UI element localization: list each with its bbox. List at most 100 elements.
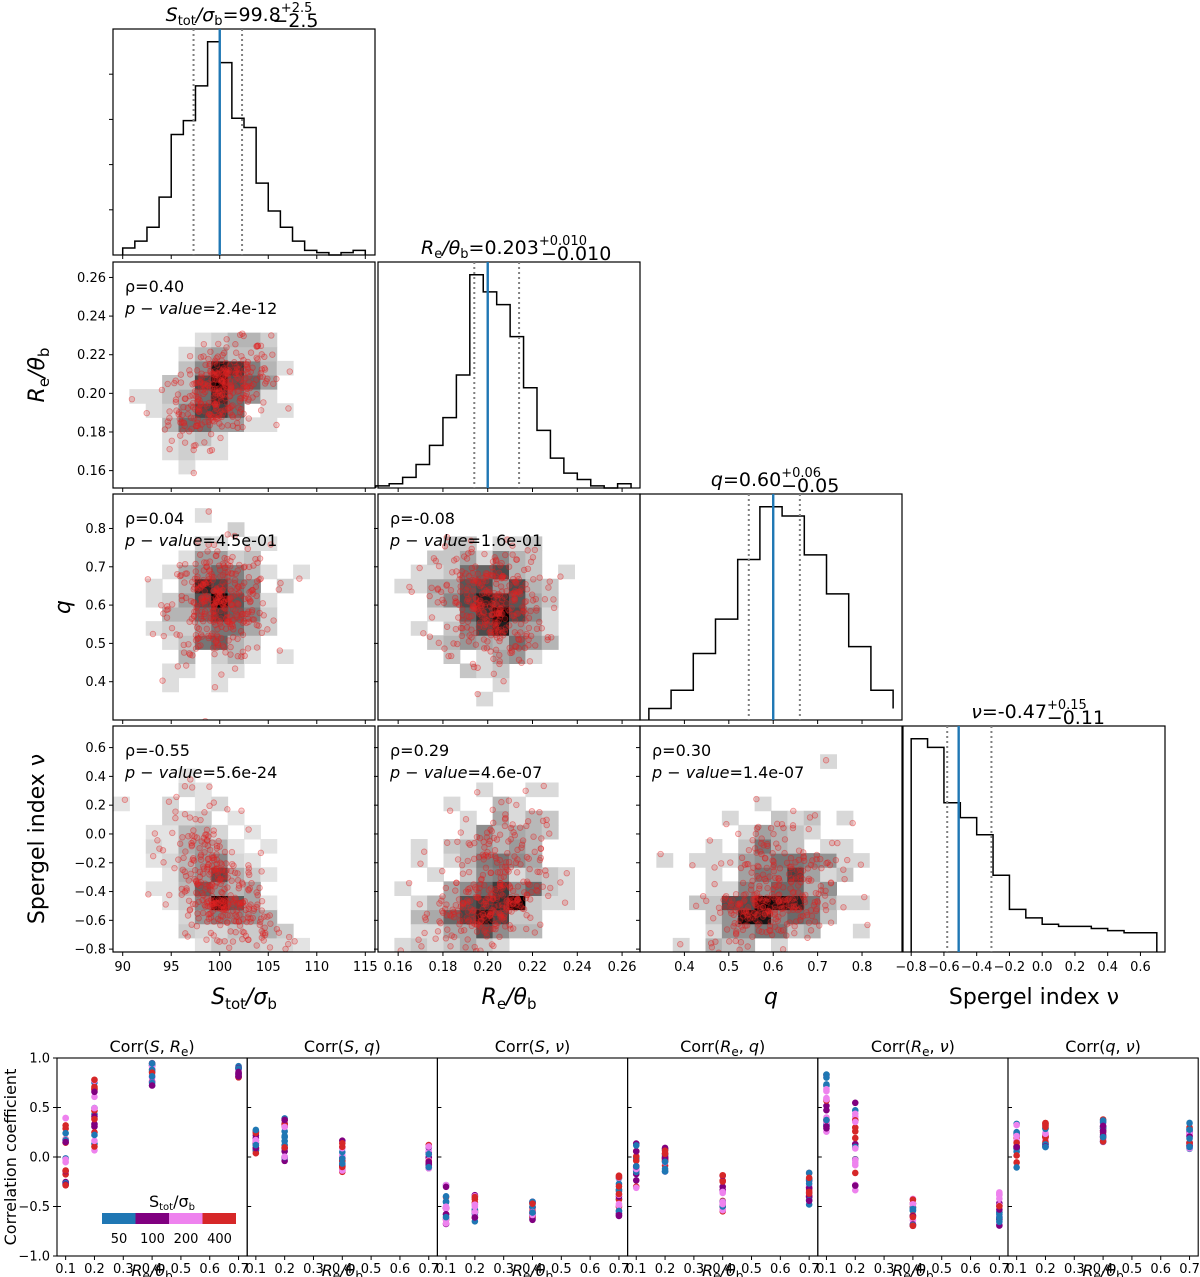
sample-point [219, 391, 226, 399]
sample-point [477, 880, 484, 888]
sample-point [491, 589, 498, 597]
sample-point [443, 912, 450, 919]
sample-point [226, 368, 233, 375]
sample-point [194, 635, 201, 642]
x-tick-label: 0.1 [55, 1262, 76, 1277]
text-part: p − value [651, 763, 730, 782]
corr-point [91, 1104, 98, 1112]
text-part: q [749, 1037, 759, 1056]
sample-point [220, 366, 227, 373]
sample-point [512, 578, 519, 586]
sample-point [444, 926, 451, 933]
density-cell [443, 923, 461, 939]
density-cell [443, 564, 461, 580]
sample-point [215, 376, 222, 383]
sample-point [171, 864, 178, 872]
text-part: =2.4e-12 [202, 299, 277, 318]
density-cell [244, 332, 261, 348]
sample-point [244, 615, 252, 622]
density-cell [459, 895, 477, 911]
density-cell [244, 607, 261, 622]
sample-point [269, 351, 276, 358]
sample-point [528, 591, 536, 598]
sample-point [219, 877, 226, 884]
sample-point [182, 930, 189, 937]
sample-point [225, 618, 232, 625]
scatter-panel [144, 508, 310, 720]
sample-point [227, 928, 234, 935]
sample-point [432, 935, 439, 942]
sample-point [771, 911, 778, 918]
sample-point [708, 944, 716, 951]
sample-point [236, 904, 244, 912]
sample-point [188, 425, 195, 432]
sample-point [498, 915, 506, 922]
sample-point [264, 626, 271, 633]
sample-point [197, 384, 205, 391]
sample-point [194, 910, 201, 917]
sample-point [215, 414, 222, 422]
sample-point [206, 384, 213, 392]
sample-point [225, 561, 232, 569]
sample-point [256, 884, 263, 892]
sample-point [491, 852, 499, 860]
density-cell [145, 881, 163, 896]
sample-point [754, 910, 762, 918]
sample-point [234, 414, 242, 421]
density-cell [459, 635, 477, 650]
sample-point [473, 921, 481, 929]
sample-point [223, 919, 231, 926]
sample-point [523, 586, 531, 593]
sample-point [428, 614, 436, 621]
sample-point [761, 910, 769, 917]
sample-point [201, 408, 208, 415]
sample-point [502, 814, 509, 822]
density-cell [443, 839, 461, 854]
sample-point [723, 820, 730, 828]
sample-point [214, 899, 222, 907]
sample-point [204, 865, 211, 873]
sample-point [205, 578, 212, 586]
density-cell [194, 389, 212, 404]
sample-point [209, 398, 216, 406]
sample-point [195, 406, 202, 413]
density-cell [476, 867, 494, 882]
sample-point [245, 415, 252, 422]
sample-point [185, 877, 192, 884]
density-cell [541, 867, 559, 882]
density-cell [227, 375, 245, 390]
sample-point [224, 912, 231, 919]
sample-point [732, 891, 740, 898]
sample-point [178, 596, 186, 604]
sample-point [258, 934, 266, 941]
text-part: e [35, 378, 53, 387]
sample-point [488, 600, 496, 607]
scatter-panel [394, 782, 575, 952]
sample-point [465, 868, 473, 876]
sample-point [228, 848, 236, 856]
sample-point [214, 640, 221, 647]
sample-point [451, 933, 458, 941]
text-part: e [713, 1269, 720, 1277]
sample-point [470, 587, 477, 594]
sample-point [227, 895, 235, 903]
sample-point [210, 587, 217, 595]
sample-point [214, 385, 221, 393]
text-part: e [434, 247, 442, 262]
sample-point [207, 914, 215, 921]
density-cell [162, 403, 179, 418]
sample-point [262, 929, 269, 937]
density-cell [194, 332, 212, 348]
sample-point [196, 396, 203, 404]
corr-point [615, 1173, 623, 1181]
sample-point [496, 831, 504, 838]
density-cell [410, 578, 428, 594]
sample-point [498, 596, 506, 603]
sample-point [232, 570, 239, 578]
sample-point [216, 593, 223, 600]
density-cell [178, 459, 196, 475]
sample-point [144, 576, 152, 583]
density-cell [492, 881, 510, 896]
corr-point [281, 1133, 288, 1141]
corr-point [148, 1082, 156, 1089]
